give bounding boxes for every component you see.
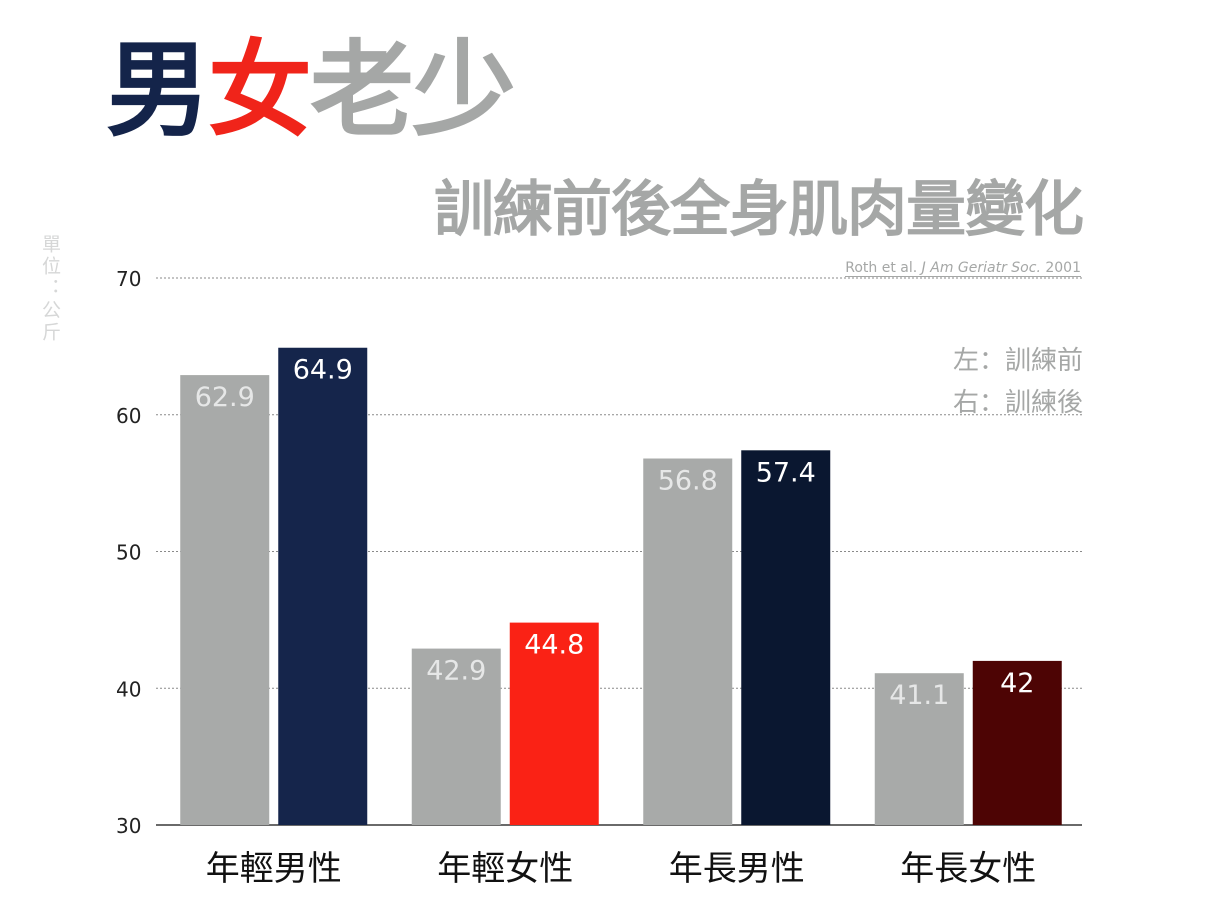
y-axis-unit-label: 單位：公斤: [39, 234, 61, 344]
value-label-before-4: 41.1: [889, 680, 949, 711]
bar-after-2: [509, 622, 599, 825]
value-label-after-2: 44.8: [524, 630, 584, 661]
bar-after-4: [972, 660, 1062, 825]
legend-before: 左：訓練前: [952, 346, 1083, 376]
legend: 左：訓練前 右：訓練後: [953, 340, 1083, 424]
bar-after-1: [278, 347, 368, 825]
value-label-after-3: 57.4: [756, 457, 816, 488]
value-label-after-4: 42: [1000, 668, 1034, 699]
y-tick-label-30: 30: [116, 814, 141, 838]
citation-authors: Roth et al.: [845, 260, 918, 276]
bar-before-2: [411, 648, 501, 825]
value-label-after-1: 64.9: [293, 355, 353, 386]
title-segment-age: 老少: [310, 29, 516, 151]
bar-after-3: [741, 450, 831, 825]
citation-journal: J Am Geriatr Soc.: [921, 260, 1041, 276]
y-tick-label-60: 60: [116, 404, 141, 428]
y-tick-label-40: 40: [116, 677, 141, 701]
value-label-before-2: 42.9: [426, 656, 486, 687]
legend-after: 右：訓練後: [952, 388, 1083, 418]
title-segment-male: 男: [106, 29, 210, 151]
value-label-before-1: 62.9: [195, 382, 255, 413]
bar-before-4: [874, 673, 964, 825]
chart-subtitle: 訓練前後全身肌肉量變化: [434, 175, 1084, 245]
citation-year: 2001: [1045, 260, 1081, 276]
bar-before-3: [643, 458, 733, 825]
title-segment-female: 女: [208, 29, 312, 151]
category-label-2: 年輕女性: [437, 849, 573, 889]
value-label-before-3: 56.8: [658, 466, 718, 497]
chart-title: 男女老少: [106, 29, 516, 151]
citation: Roth et al. J Am Geriatr Soc. 2001: [845, 260, 1081, 277]
category-label-1: 年輕男性: [206, 849, 342, 889]
bar-before-1: [180, 375, 270, 825]
category-label-3: 年長男性: [669, 849, 805, 889]
y-tick-label-70: 70: [116, 267, 141, 291]
category-label-4: 年長女性: [900, 849, 1036, 889]
y-tick-label-50: 50: [116, 541, 141, 565]
